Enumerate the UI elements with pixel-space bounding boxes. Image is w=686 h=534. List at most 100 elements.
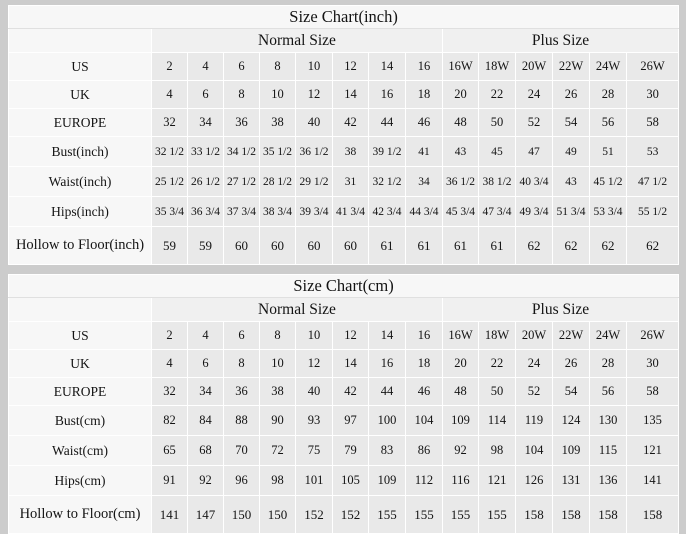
inch-cell-waist-1: 26 1/2	[187, 166, 224, 197]
inch-row-label-hollow-to-floor: Hollow to Floor(inch)	[8, 226, 152, 265]
cm-row-label-bust: Bust(cm)	[8, 405, 152, 436]
cm-cell-bust-11: 124	[552, 405, 590, 436]
cm-cell-bust-1: 84	[187, 405, 224, 436]
inch-cell-hips-0: 35 3/4	[151, 196, 188, 227]
cm-cell-uk-6: 16	[368, 349, 406, 378]
inch-cell-hips-11: 51 3/4	[552, 196, 590, 227]
cm-cell-bust-0: 82	[151, 405, 188, 436]
size-chart-cm-table: Size Chart(cm) Normal Size Plus Size US …	[7, 274, 680, 534]
inch-row-us: US 2 4 6 8 10 12 14 16 16W 18W 20W 22W 2…	[8, 52, 680, 81]
cm-row-hollow-to-floor: Hollow to Floor(cm) 141 147 150 150 152 …	[8, 495, 680, 534]
inch-cell-europe-9: 50	[478, 108, 516, 137]
cm-row-waist: Waist(cm) 65 68 70 72 75 79 83 86 92 98 …	[8, 435, 680, 466]
cm-row-bust: Bust(cm) 82 84 88 90 93 97 100 104 109 1…	[8, 405, 680, 436]
cm-cell-hips-1: 92	[187, 465, 224, 496]
cm-cell-us-4: 10	[295, 321, 333, 350]
inch-cell-europe-8: 48	[442, 108, 479, 137]
cm-cell-hips-9: 121	[478, 465, 516, 496]
cm-cell-waist-13: 121	[625, 435, 680, 466]
cm-cell-hips-3: 98	[259, 465, 296, 496]
inch-cell-europe-5: 42	[332, 108, 369, 137]
cm-cell-hips-13: 141	[625, 465, 680, 496]
inch-table-body: Size Chart(inch) Normal Size Plus Size U…	[7, 5, 680, 265]
inch-cell-hollow-0: 59	[151, 226, 188, 265]
inch-title-row: Size Chart(inch)	[7, 5, 680, 29]
inch-cell-waist-12: 45 1/2	[589, 166, 627, 197]
cm-cell-hips-4: 101	[295, 465, 333, 496]
cm-chart-title: Size Chart(cm)	[7, 274, 680, 298]
inch-cell-hips-6: 42 3/4	[368, 196, 406, 227]
cm-cell-bust-6: 100	[368, 405, 406, 436]
cm-cell-europe-0: 32	[151, 377, 188, 406]
cm-cell-hips-7: 112	[405, 465, 443, 496]
inch-cell-waist-10: 40 3/4	[515, 166, 553, 197]
cm-cell-us-9: 18W	[478, 321, 516, 350]
cm-cell-us-13: 26W	[625, 321, 680, 350]
cm-table-body: Size Chart(cm) Normal Size Plus Size US …	[7, 274, 680, 534]
inch-cell-bust-4: 36 1/2	[295, 136, 333, 167]
inch-cell-hips-10: 49 3/4	[515, 196, 553, 227]
inch-cell-waist-11: 43	[552, 166, 590, 197]
size-chart-inch-table: Size Chart(inch) Normal Size Plus Size U…	[7, 5, 680, 265]
cm-cell-bust-3: 90	[259, 405, 296, 436]
inch-cell-waist-4: 29 1/2	[295, 166, 333, 197]
cm-cell-uk-2: 8	[223, 349, 260, 378]
inch-cell-bust-10: 47	[515, 136, 553, 167]
cm-group-plus-size: Plus Size	[441, 297, 680, 322]
inch-row-label-waist: Waist(inch)	[8, 166, 152, 197]
cm-group-blank	[8, 297, 152, 322]
inch-cell-uk-12: 28	[589, 80, 627, 109]
cm-cell-hips-2: 96	[223, 465, 260, 496]
cm-cell-us-0: 2	[151, 321, 188, 350]
cm-row-label-uk: UK	[8, 349, 152, 378]
cm-cell-uk-9: 22	[478, 349, 516, 378]
inch-cell-us-7: 16	[405, 52, 443, 81]
cm-cell-hollow-8: 155	[442, 495, 479, 534]
cm-cell-europe-9: 50	[478, 377, 516, 406]
cm-cell-bust-4: 93	[295, 405, 333, 436]
cm-cell-europe-6: 44	[368, 377, 406, 406]
inch-cell-hollow-4: 60	[295, 226, 333, 265]
cm-cell-uk-4: 12	[295, 349, 333, 378]
cm-cell-europe-2: 36	[223, 377, 260, 406]
inch-cell-bust-12: 51	[589, 136, 627, 167]
inch-cell-europe-2: 36	[223, 108, 260, 137]
cm-cell-hollow-12: 158	[589, 495, 627, 534]
cm-cell-waist-7: 86	[405, 435, 443, 466]
inch-cell-hollow-9: 61	[478, 226, 516, 265]
cm-cell-hollow-1: 147	[187, 495, 224, 534]
inch-cell-hollow-13: 62	[625, 226, 680, 265]
inch-cell-us-8: 16W	[442, 52, 479, 81]
cm-cell-hips-12: 136	[589, 465, 627, 496]
cm-cell-europe-7: 46	[405, 377, 443, 406]
inch-cell-bust-8: 43	[442, 136, 479, 167]
cm-row-hips: Hips(cm) 91 92 96 98 101 105 109 112 116…	[8, 465, 680, 496]
cm-cell-hollow-4: 152	[295, 495, 333, 534]
cm-cell-uk-8: 20	[442, 349, 479, 378]
inch-cell-hollow-7: 61	[405, 226, 443, 265]
inch-cell-europe-3: 38	[259, 108, 296, 137]
inch-cell-hips-13: 55 1/2	[625, 196, 680, 227]
cm-cell-bust-9: 114	[478, 405, 516, 436]
inch-row-uk: UK 4 6 8 10 12 14 16 18 20 22 24 26 28 3…	[8, 80, 680, 109]
cm-row-label-us: US	[8, 321, 152, 350]
inch-cell-waist-9: 38 1/2	[478, 166, 516, 197]
inch-cell-hips-5: 41 3/4	[332, 196, 369, 227]
cm-cell-hollow-9: 155	[478, 495, 516, 534]
inch-cell-uk-13: 30	[625, 80, 680, 109]
cm-cell-bust-5: 97	[332, 405, 369, 436]
inch-cell-bust-9: 45	[478, 136, 516, 167]
inch-cell-hips-1: 36 3/4	[187, 196, 224, 227]
inch-cell-europe-10: 52	[515, 108, 553, 137]
inch-cell-europe-0: 32	[151, 108, 188, 137]
size-chart-inch-block: Size Chart(inch) Normal Size Plus Size U…	[0, 0, 686, 265]
cm-cell-us-6: 14	[368, 321, 406, 350]
cm-cell-us-7: 16	[405, 321, 443, 350]
cm-cell-waist-2: 70	[223, 435, 260, 466]
cm-cell-hollow-3: 150	[259, 495, 296, 534]
inch-cell-waist-6: 32 1/2	[368, 166, 406, 197]
inch-cell-bust-5: 38	[332, 136, 369, 167]
inch-cell-hollow-8: 61	[442, 226, 479, 265]
cm-cell-waist-11: 109	[552, 435, 590, 466]
